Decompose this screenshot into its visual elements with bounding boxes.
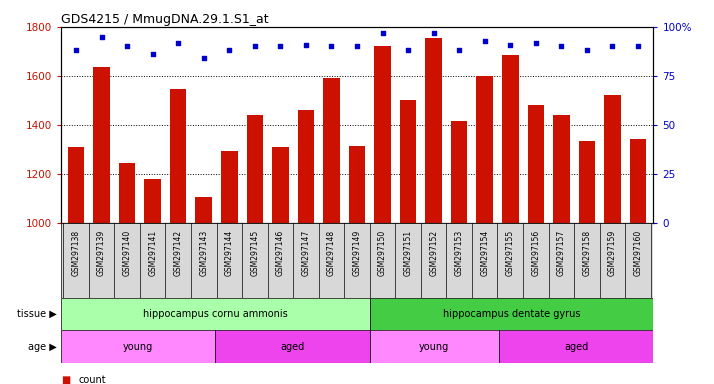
Bar bbox=[553, 115, 570, 223]
Bar bbox=[498, 330, 653, 363]
Bar bbox=[94, 67, 110, 223]
Bar bbox=[144, 179, 161, 223]
Point bbox=[428, 30, 439, 36]
Bar bbox=[298, 110, 314, 223]
Point bbox=[96, 34, 107, 40]
Text: GSM297149: GSM297149 bbox=[353, 230, 361, 276]
Text: GSM297150: GSM297150 bbox=[378, 230, 387, 276]
Point bbox=[581, 47, 593, 53]
Text: GSM297146: GSM297146 bbox=[276, 230, 285, 276]
Point bbox=[479, 38, 491, 44]
Bar bbox=[196, 197, 212, 223]
Text: GSM297157: GSM297157 bbox=[557, 230, 566, 276]
Bar bbox=[221, 151, 238, 223]
Bar bbox=[61, 223, 653, 298]
Bar bbox=[374, 46, 391, 223]
Point bbox=[300, 41, 311, 48]
Text: GSM297139: GSM297139 bbox=[97, 230, 106, 276]
Text: GSM297142: GSM297142 bbox=[174, 230, 183, 276]
Point bbox=[275, 43, 286, 50]
Text: GSM297159: GSM297159 bbox=[608, 230, 617, 276]
Text: GSM297153: GSM297153 bbox=[455, 230, 463, 276]
Bar bbox=[604, 95, 620, 223]
Text: GSM297145: GSM297145 bbox=[251, 230, 259, 276]
Point bbox=[633, 43, 644, 50]
Text: GSM297147: GSM297147 bbox=[301, 230, 311, 276]
Bar bbox=[578, 141, 595, 223]
Bar bbox=[426, 38, 442, 223]
Text: GSM297155: GSM297155 bbox=[506, 230, 515, 276]
Point bbox=[530, 40, 541, 46]
Bar bbox=[68, 147, 84, 223]
Text: GSM297138: GSM297138 bbox=[71, 230, 81, 276]
Bar bbox=[323, 78, 340, 223]
Text: GSM297154: GSM297154 bbox=[481, 230, 489, 276]
Text: GSM297151: GSM297151 bbox=[403, 230, 413, 276]
Text: GSM297152: GSM297152 bbox=[429, 230, 438, 276]
Text: aged: aged bbox=[564, 341, 588, 352]
Point bbox=[70, 47, 81, 53]
Text: GSM297144: GSM297144 bbox=[225, 230, 233, 276]
Point bbox=[555, 43, 567, 50]
Bar bbox=[216, 330, 370, 363]
Text: GSM297143: GSM297143 bbox=[199, 230, 208, 276]
Text: aged: aged bbox=[281, 341, 305, 352]
Text: GSM297158: GSM297158 bbox=[583, 230, 591, 276]
Bar bbox=[272, 147, 288, 223]
Bar bbox=[170, 89, 186, 223]
Text: GSM297141: GSM297141 bbox=[148, 230, 157, 276]
Point bbox=[326, 43, 337, 50]
Bar bbox=[119, 163, 136, 223]
Bar bbox=[451, 121, 468, 223]
Text: young: young bbox=[419, 341, 449, 352]
Text: tissue ▶: tissue ▶ bbox=[17, 309, 57, 319]
Point bbox=[173, 40, 184, 46]
Point bbox=[453, 47, 465, 53]
Bar bbox=[528, 105, 544, 223]
Bar bbox=[370, 298, 653, 330]
Text: ■: ■ bbox=[61, 375, 70, 384]
Point bbox=[121, 43, 133, 50]
Bar bbox=[246, 115, 263, 223]
Text: GSM297140: GSM297140 bbox=[123, 230, 131, 276]
Text: young: young bbox=[123, 341, 153, 352]
Text: count: count bbox=[79, 375, 106, 384]
Bar bbox=[630, 139, 646, 223]
Point bbox=[607, 43, 618, 50]
Text: GDS4215 / MmugDNA.29.1.S1_at: GDS4215 / MmugDNA.29.1.S1_at bbox=[61, 13, 268, 26]
Text: age ▶: age ▶ bbox=[29, 341, 57, 352]
Point bbox=[198, 55, 209, 61]
Bar bbox=[61, 330, 216, 363]
Point bbox=[147, 51, 159, 57]
Point bbox=[223, 47, 235, 53]
Text: hippocampus dentate gyrus: hippocampus dentate gyrus bbox=[443, 309, 580, 319]
Text: hippocampus cornu ammonis: hippocampus cornu ammonis bbox=[143, 309, 288, 319]
Bar bbox=[370, 330, 498, 363]
Bar bbox=[61, 298, 370, 330]
Point bbox=[351, 43, 363, 50]
Point bbox=[377, 30, 388, 36]
Point bbox=[505, 41, 516, 48]
Bar bbox=[348, 146, 366, 223]
Text: GSM297148: GSM297148 bbox=[327, 230, 336, 276]
Bar bbox=[476, 76, 493, 223]
Text: GSM297156: GSM297156 bbox=[531, 230, 540, 276]
Bar bbox=[400, 100, 416, 223]
Point bbox=[403, 47, 414, 53]
Bar bbox=[502, 55, 518, 223]
Text: GSM297160: GSM297160 bbox=[633, 230, 643, 276]
Point bbox=[249, 43, 261, 50]
